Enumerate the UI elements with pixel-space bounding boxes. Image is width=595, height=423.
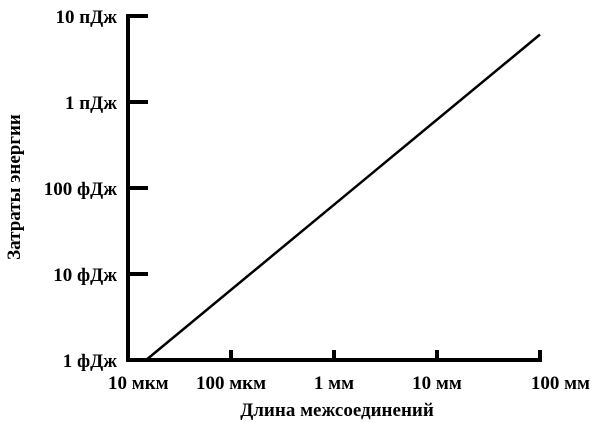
x-tick-label: 10 мкм: [108, 373, 169, 394]
series-line: [145, 33, 541, 361]
x-tick-label: 1 мм: [314, 373, 354, 394]
y-tick-label: 1 пДж: [65, 93, 117, 114]
y-tick-label: 1 фДж: [63, 351, 117, 372]
x-tick-label: 10 мм: [412, 373, 462, 394]
axes: [126, 14, 542, 362]
series-group: [145, 33, 541, 361]
y-tick-label: 100 фДж: [44, 179, 117, 200]
y-tick-label: 10 фДж: [53, 265, 117, 286]
y-axis-title: Затраты энергии: [4, 114, 25, 260]
ticks: 1 фДж 10 фДж 100 фДж 1 пДж 10 пДж 10 мкм 100 м…: [44, 7, 590, 394]
x-tick-label: 100 мм: [531, 373, 590, 394]
x-axis-title: Длина межсоединений: [240, 400, 434, 421]
x-tick-label: 100 мкм: [196, 373, 266, 394]
y-tick-label: 10 пДж: [55, 7, 117, 28]
